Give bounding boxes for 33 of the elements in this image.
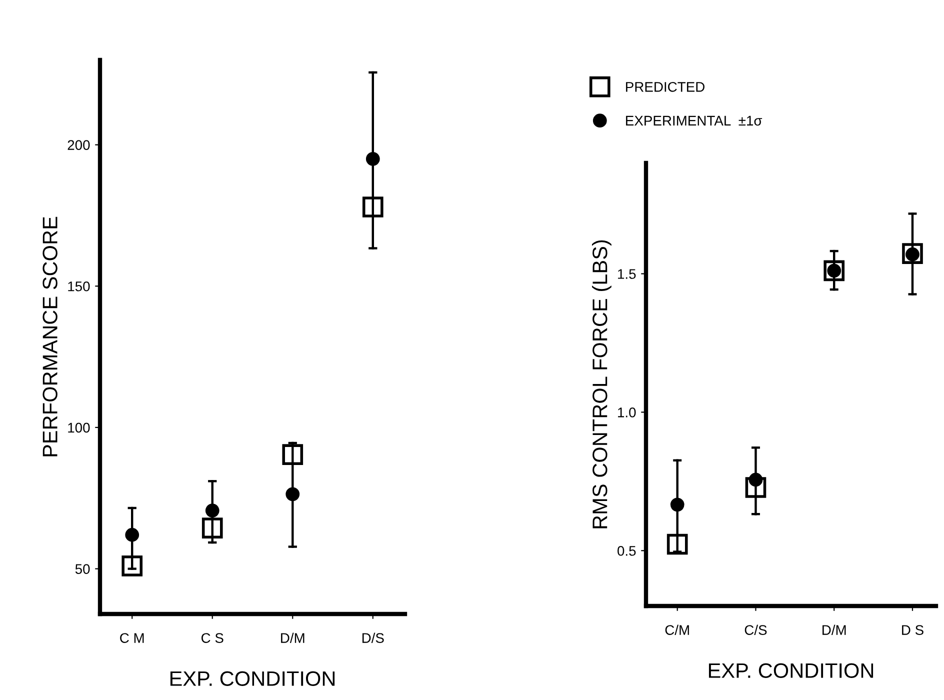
x-axis-title: EXP. CONDITION	[708, 663, 874, 678]
legend-label: EXPERIMENTAL ±1σ	[626, 116, 762, 126]
point	[366, 152, 380, 166]
point	[122, 556, 143, 576]
point	[670, 498, 684, 512]
point	[745, 477, 766, 498]
point	[286, 487, 300, 502]
x-axis-title: EXP. CONDITION	[170, 671, 335, 686]
y-tick-label: 100	[68, 422, 90, 433]
y-tick-label: 1.0	[618, 408, 636, 418]
y-axis-title: PERFORMANCE SCORE	[42, 216, 58, 456]
y-tick-label: 150	[68, 281, 90, 292]
point	[205, 504, 220, 518]
x-tick-label: D/M	[281, 632, 304, 643]
x-tick-label: D S	[902, 625, 924, 635]
x-tick-label: C S	[201, 633, 224, 643]
y-axis-title: RMS CONTROL FORCE (LBS)	[592, 240, 612, 528]
x-tick-label: C/S	[744, 624, 767, 635]
point	[125, 528, 140, 542]
x-tick-label: C/M	[665, 624, 689, 635]
legend-label: PREDICTED	[626, 82, 704, 92]
y-tick-label: 1.5	[618, 269, 636, 279]
x-tick-label: D/M	[822, 624, 846, 635]
point	[202, 518, 223, 538]
y-tick-label: 50	[75, 564, 90, 574]
y-tick-label: 200	[68, 140, 90, 150]
x-tick-label: C M	[120, 633, 144, 643]
point	[902, 243, 923, 264]
x-tick-label: D/S	[362, 632, 384, 643]
y-tick-label: 0.5	[618, 546, 636, 556]
point	[666, 534, 688, 555]
point	[362, 196, 384, 218]
point	[282, 444, 304, 465]
